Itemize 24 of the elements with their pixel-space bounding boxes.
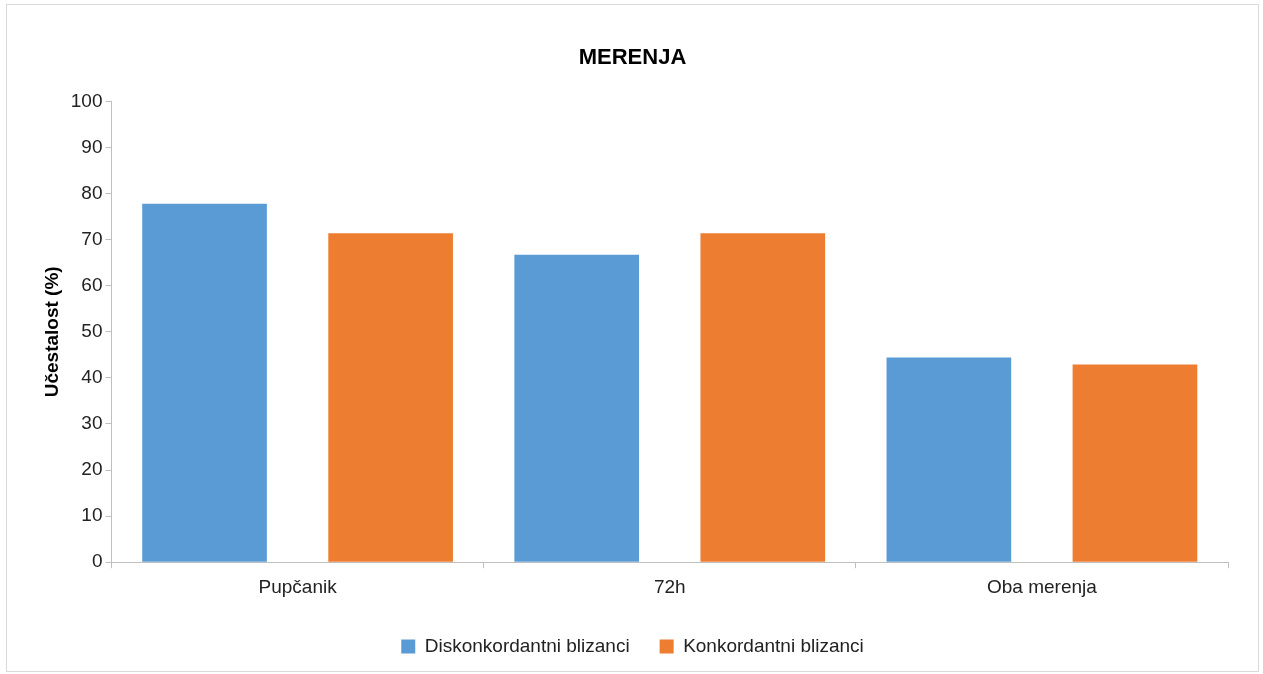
y-tick-label: 50: [81, 320, 103, 342]
legend-label: Diskonkordantni blizanci: [424, 634, 630, 656]
y-tick-label: 20: [81, 458, 103, 480]
y-tick-label: 30: [81, 412, 103, 434]
y-tick-label: 70: [81, 227, 103, 249]
bar: [328, 233, 453, 562]
y-tick-label: 80: [81, 181, 103, 203]
x-tick-label: Pupčanik: [258, 575, 338, 597]
x-tick-label: 72h: [653, 575, 686, 597]
x-tick-label: Oba merenja: [986, 575, 1098, 597]
bar: [1072, 364, 1198, 562]
bar: [886, 357, 1012, 562]
y-tick-label: 100: [70, 89, 103, 111]
legend-label: Konkordantni blizanci: [683, 634, 864, 656]
bar: [700, 233, 826, 562]
bar: [142, 203, 267, 562]
bar: [514, 254, 640, 562]
y-tick-label: 60: [81, 273, 103, 295]
y-tick-label: 40: [81, 366, 103, 388]
y-tick-label: 0: [91, 550, 103, 572]
y-tick-label: 90: [81, 135, 103, 157]
y-axis-title: Učestalost (%): [40, 266, 62, 398]
chart-title: MERENJA: [578, 44, 687, 70]
y-tick-label: 10: [81, 504, 103, 526]
